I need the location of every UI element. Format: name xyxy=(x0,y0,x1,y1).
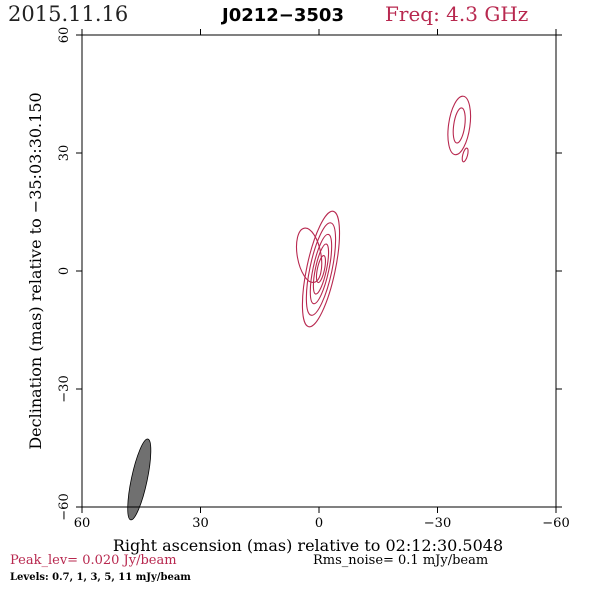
component-jet-knot xyxy=(461,147,469,163)
x-tick-label: −30 xyxy=(424,516,451,531)
source-name: J0212−3503 xyxy=(222,5,344,26)
tick-layer: 60 30 0 −30 −60 −60 −30 0 30 60 xyxy=(57,27,570,531)
beam-ellipse xyxy=(127,438,152,521)
contour-line xyxy=(461,147,469,163)
contour-levels: Levels: 0.7, 1, 3, 5, 11 mJy/beam xyxy=(10,572,191,583)
component-extension xyxy=(295,227,323,284)
rms-noise: Rms_noise= 0.1 mJy/beam xyxy=(313,553,489,568)
contour-line xyxy=(301,210,341,328)
contour-line xyxy=(447,95,472,156)
beam-layer xyxy=(127,438,152,521)
plot-frame xyxy=(81,34,557,508)
contour-layer xyxy=(295,95,472,328)
frequency-label: Freq: 4.3 GHz xyxy=(385,2,529,26)
contour-line xyxy=(312,243,330,295)
x-tick-label: −60 xyxy=(542,516,569,531)
y-tick-label: 0 xyxy=(57,267,72,275)
x-axis-label: Right ascension (mas) relative to 02:12:… xyxy=(113,536,503,555)
contour-line xyxy=(309,233,333,305)
contour-line xyxy=(452,107,466,144)
peak-level: Peak_lev= 0.020 Jy/beam xyxy=(10,553,177,568)
x-tick-label: 60 xyxy=(74,516,91,531)
epoch-date: 2015.11.16 xyxy=(8,2,129,26)
contour-line xyxy=(295,227,323,284)
component-jet xyxy=(447,95,472,156)
y-axis-label: Declination (mas) relative to −35:03:30.… xyxy=(26,92,45,449)
component-core xyxy=(301,210,341,328)
contour-line xyxy=(305,222,337,316)
y-tick-label: −30 xyxy=(57,375,72,402)
contour-line xyxy=(315,254,327,284)
y-tick-label: 30 xyxy=(57,145,72,162)
x-tick-label: 30 xyxy=(192,516,209,531)
x-tick-label: 0 xyxy=(315,516,323,531)
y-tick-label: −60 xyxy=(57,493,72,520)
y-tick-label: 60 xyxy=(57,27,72,44)
